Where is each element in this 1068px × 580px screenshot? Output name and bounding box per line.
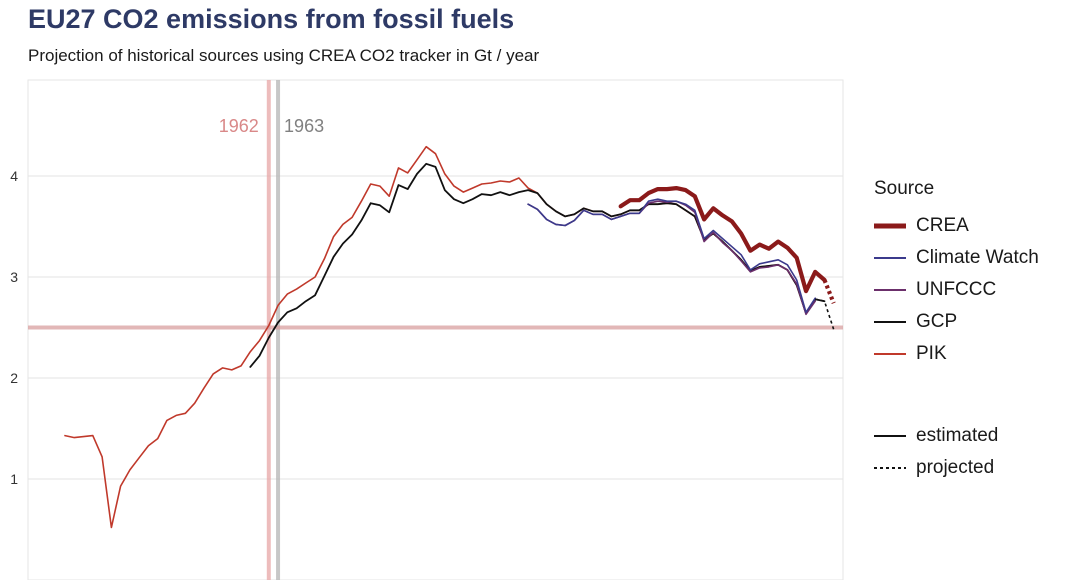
y-tick-label: 2 [10, 370, 18, 386]
legend-item-climate-watch: Climate Watch [874, 242, 1064, 274]
series-line-pik [64, 145, 816, 529]
legend-item-crea: CREA [874, 210, 1064, 242]
y-axis: 1 2 3 4 [10, 168, 18, 487]
plot-panel [27, 79, 844, 580]
legend-swatch-estimated [874, 435, 906, 437]
legend-swatch-gcp [874, 321, 906, 323]
vline-1963-label: 1963 [284, 116, 324, 136]
legend-item-unfccc: UNFCCC [874, 274, 1064, 306]
chart-subtitle: Projection of historical sources using C… [28, 46, 540, 65]
vline-1962-label: 1962 [219, 116, 259, 136]
y-tick-label: 4 [10, 168, 18, 184]
legend-item-estimated: estimated [874, 420, 1064, 452]
series-layer [64, 145, 836, 529]
series-line-gcp [249, 162, 826, 368]
legend-item-gcp: GCP [874, 306, 1064, 338]
series-line-gcp-projected [815, 298, 835, 330]
legend-label-unfccc: UNFCCC [916, 279, 997, 300]
legend-title: Source [874, 178, 935, 199]
legend: Source CREA Climate Watch UNFCCC GCP PIK… [874, 178, 1064, 484]
legend-swatch-crea [874, 223, 906, 229]
y-tick-label: 1 [10, 471, 18, 487]
legend-label-gcp: GCP [916, 311, 958, 332]
series-line-unfccc [527, 200, 816, 316]
reference-lines: 1962 1963 [28, 80, 843, 580]
grid-layer [27, 79, 844, 580]
legend-label-estimated: estimated [916, 425, 999, 446]
series-line-crea-projected [822, 279, 836, 304]
legend-swatch-climate-watch [874, 257, 906, 259]
legend-swatch-pik [874, 353, 906, 355]
legend-label-climate-watch: Climate Watch [916, 247, 1039, 268]
series-line-climate-watch [527, 198, 816, 314]
legend-label-crea: CREA [916, 215, 969, 236]
chart-title: EU27 CO2 emissions from fossil fuels [28, 4, 515, 34]
series-line-crea [618, 186, 827, 294]
legend-item-pik: PIK [874, 338, 1064, 370]
legend-swatch-projected [874, 467, 906, 469]
legend-swatch-unfccc [874, 289, 906, 291]
legend-label-pik: PIK [916, 343, 947, 364]
legend-label-projected: projected [916, 457, 995, 478]
y-tick-label: 3 [10, 269, 18, 285]
legend-item-projected: projected [874, 452, 1064, 484]
